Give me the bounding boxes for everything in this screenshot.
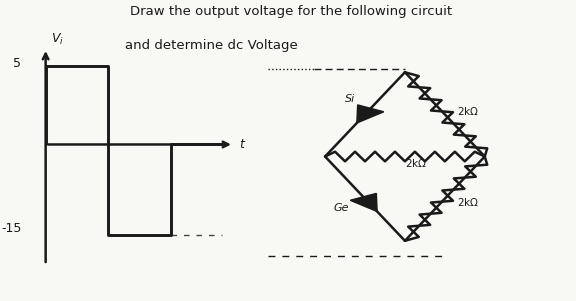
Text: $V_i$: $V_i$ xyxy=(51,32,65,47)
Text: 5: 5 xyxy=(13,57,21,70)
Text: t: t xyxy=(240,138,244,151)
Text: Ge: Ge xyxy=(334,203,349,213)
Text: Si: Si xyxy=(345,94,355,104)
Text: Draw the output voltage for the following circuit: Draw the output voltage for the followin… xyxy=(130,5,452,17)
Polygon shape xyxy=(350,194,377,212)
Text: and determine dc Voltage: and determine dc Voltage xyxy=(124,39,297,52)
Text: 2k$\Omega$: 2k$\Omega$ xyxy=(457,105,479,117)
Polygon shape xyxy=(357,105,384,123)
Text: 2k$\Omega$: 2k$\Omega$ xyxy=(457,196,479,208)
Text: -15: -15 xyxy=(1,222,22,235)
Text: 2k$\Omega$: 2k$\Omega$ xyxy=(406,157,427,169)
